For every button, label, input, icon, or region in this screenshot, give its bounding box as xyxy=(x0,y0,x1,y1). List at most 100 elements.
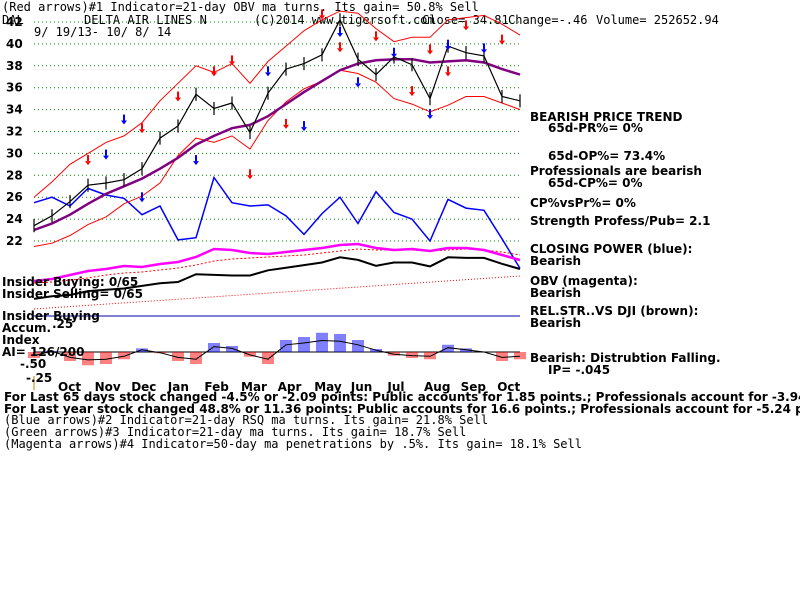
footer-line4: (Green arrows)#3 Indicator=21-day ma tur… xyxy=(4,425,466,439)
ai-value: AI= 126/200 xyxy=(2,345,84,359)
month-label-may-7: May xyxy=(314,380,342,394)
price-close-line xyxy=(33,18,521,227)
blue-arrow-11-head xyxy=(427,115,433,120)
y-tick-label-26: 26 xyxy=(6,190,23,204)
obv-ma-line xyxy=(33,248,521,284)
volume-value: Volume= 252652.94 xyxy=(596,13,719,27)
ticker: DAL xyxy=(2,13,24,27)
relstr-trend-line xyxy=(33,275,521,310)
blue-arrow-10-head xyxy=(355,83,361,88)
y-tick-label-38: 38 xyxy=(6,59,23,73)
indicator-lines xyxy=(33,175,521,317)
red-arrow-8-head xyxy=(463,26,469,31)
month-label-oct-12: Oct xyxy=(497,380,520,394)
blue-arrow-0-head xyxy=(103,155,109,160)
header-line1: (Red arrows)#1 Indicator=21-day OBV ma t… xyxy=(2,0,479,14)
accum-tick-m50: -.50 xyxy=(20,357,46,371)
y-tick-label-22: 22 xyxy=(6,234,23,248)
red-arrow-12-head xyxy=(337,48,343,53)
y-tick-label-40: 40 xyxy=(6,37,23,51)
insider-selling: Insider Selling= 0/65 xyxy=(2,287,143,301)
y-tick-label-32: 32 xyxy=(6,125,23,139)
blue-arrow-3-head xyxy=(337,32,343,37)
change-value: Change=-.46 xyxy=(508,13,587,27)
blue-arrow-1-head xyxy=(121,120,127,125)
red-arrow-4-head xyxy=(229,61,235,66)
red-arrow-3-head xyxy=(211,72,217,77)
month-label-nov-1: Nov xyxy=(95,380,121,394)
relstr-label: REL.STR..VS DJI (brown): xyxy=(530,304,698,318)
date-range: 9/ 19/13- 10/ 8/ 14 xyxy=(34,25,171,39)
red-arrow-14-head xyxy=(445,72,451,77)
red-arrow-6-head xyxy=(373,37,379,42)
month-label-sep-11: Sep xyxy=(461,380,487,394)
bearish-price-trend: BEARISH PRICE TREND xyxy=(530,110,683,124)
red-arrow-5-head xyxy=(319,15,325,20)
y-tick-label-24: 24 xyxy=(6,212,23,226)
copyright: (C)2014 www.tigersoft.com xyxy=(254,13,435,27)
obv-line xyxy=(33,242,521,283)
blue-arrow-4-head xyxy=(391,53,397,58)
accum-label: Accum. xyxy=(2,321,51,335)
professionals-status: Professionals are bearish xyxy=(530,164,702,178)
accumulation-index xyxy=(28,332,526,366)
cp-vs-pr: CP%vsPr%= 0% xyxy=(530,196,636,210)
accum-tick-m25: -.25 xyxy=(26,371,52,385)
accum-status: Bearish: Distrubtion Falling. xyxy=(530,351,721,365)
red-arrow-13-head xyxy=(409,92,415,97)
month-label-jan-3: Jan xyxy=(167,380,189,394)
red-arrow-0-head xyxy=(85,161,91,166)
closing-power-status: Bearish xyxy=(530,254,581,268)
month-label-aug-10: Aug xyxy=(424,380,450,394)
red-arrow-2-head xyxy=(175,97,181,102)
blue-arrow-8-head xyxy=(193,161,199,166)
obv-label: OBV (magenta): xyxy=(530,274,638,288)
relstr-status: Bearish xyxy=(530,316,581,330)
ip-value: IP= -.045 xyxy=(548,363,610,377)
month-label-jul-9: Jul xyxy=(386,380,404,394)
insider-buying-label: Insider Buying xyxy=(2,309,100,323)
footer-line1: For Last 65 days stock changed -4.5% or … xyxy=(4,390,800,404)
footer-line3: (Blue arrows)#2 Indicator=21-day RSQ ma … xyxy=(4,413,488,427)
month-label-jun-8: Jun xyxy=(350,380,373,394)
red-arrow-9-head xyxy=(499,40,505,45)
ma50-line xyxy=(33,57,521,232)
red-arrow-10-head xyxy=(247,175,253,180)
upper-band-line xyxy=(33,10,521,198)
blue-arrow-6-head xyxy=(481,49,487,54)
obv-status: Bearish xyxy=(530,286,581,300)
accum-ma-line xyxy=(33,339,521,361)
cp-65d: 65d-CP%= 0% xyxy=(548,176,643,190)
month-label-mar-5: Mar xyxy=(241,380,267,394)
strength-prof-pub: Strength Profess/Pub= 2.1 xyxy=(530,214,710,228)
month-label-oct-0: Oct xyxy=(58,380,81,394)
pr-65d: 65d-PR%= 0% xyxy=(548,121,643,135)
blue-arrow-7-head xyxy=(139,198,145,203)
y-tick-label-36: 36 xyxy=(6,81,23,95)
accum-tick-25: .25 xyxy=(52,317,73,331)
op-65d: 65d-OP%= 73.4% xyxy=(548,149,665,163)
blue-arrow-9-head xyxy=(301,127,307,132)
month-label-feb-4: Feb xyxy=(204,380,229,394)
month-label-dec-2: Dec xyxy=(131,380,156,394)
red-arrow-7-head xyxy=(427,50,433,55)
y-tick-label-42: 42 xyxy=(6,15,23,29)
footer-line5: (Magenta arrows)#4 Indicator=50-day ma p… xyxy=(4,437,582,451)
y-tick-label-28: 28 xyxy=(6,168,23,182)
company-name: DELTA AIR LINES N xyxy=(84,13,207,27)
blue-arrow-5-head xyxy=(445,46,451,51)
closing-power-line xyxy=(33,175,521,269)
blue-arrow-2-head xyxy=(265,72,271,77)
index-label: Index xyxy=(2,333,40,347)
red-arrow-1-head xyxy=(139,129,145,134)
signal-arrows xyxy=(85,9,505,203)
red-arrow-11-head xyxy=(283,124,289,129)
closing-power-label: CLOSING POWER (blue): xyxy=(530,242,692,256)
y-tick-label-34: 34 xyxy=(6,103,23,117)
price-panel xyxy=(33,10,521,247)
month-label-apr-6: Apr xyxy=(278,380,302,394)
y-tick-label-30: 30 xyxy=(6,146,23,160)
month-axis: Oct Nov Dec Jan Feb Mar Apr May Jun Jul Aug Sep Oct xyxy=(33,376,521,394)
footer-line2: For Last year stock changed 48.8% or 11.… xyxy=(4,402,800,416)
